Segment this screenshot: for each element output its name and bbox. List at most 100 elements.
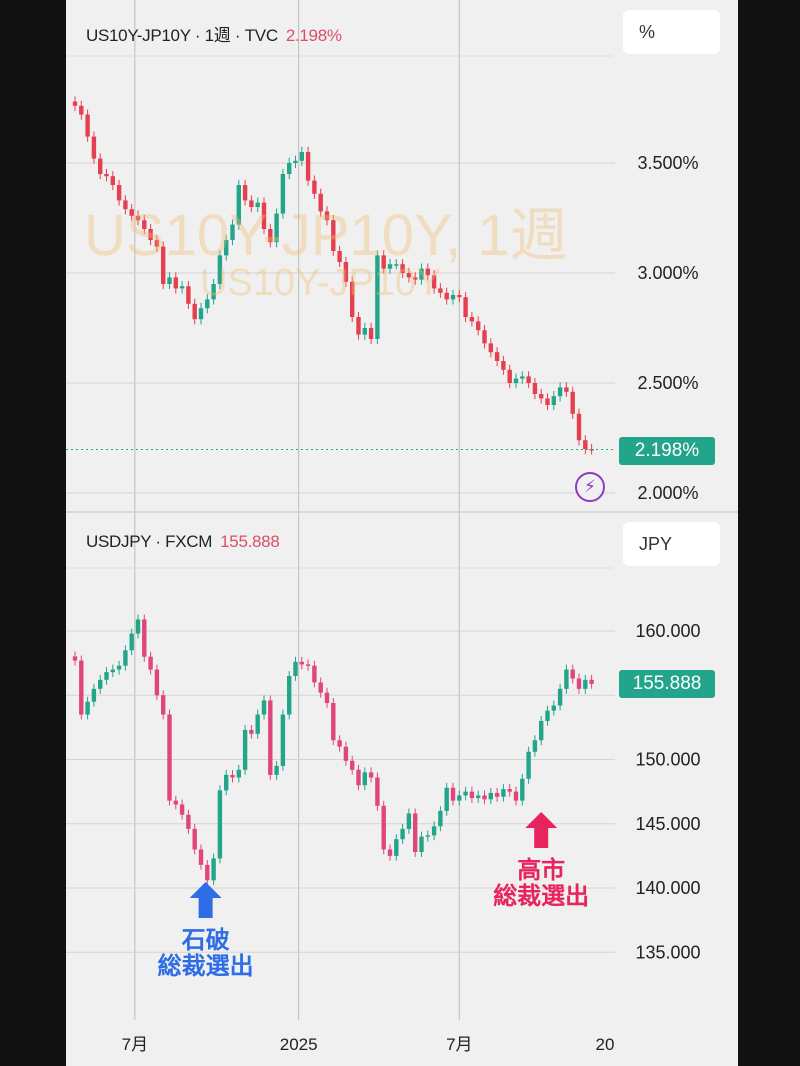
bottom-candle-body — [299, 661, 304, 665]
top-last-price-tag: 2.198% — [619, 437, 715, 465]
top-candle-body — [375, 255, 380, 339]
bottom-candle-body — [457, 795, 462, 801]
top-candle-body — [400, 264, 405, 273]
top-candle-body — [583, 440, 588, 449]
bottom-candle-body — [129, 633, 134, 651]
top-candle-body — [331, 220, 336, 251]
top-candle-body — [488, 343, 493, 353]
top-candle-body — [249, 200, 254, 207]
bottom-candle-body — [110, 669, 115, 673]
bottom-candle-body — [551, 705, 556, 711]
top-candle-body — [242, 185, 248, 201]
bottom-candle-body — [142, 619, 147, 657]
bottom-unit-button[interactable]: JPY — [623, 522, 720, 566]
top-candle-body — [494, 352, 500, 361]
top-candle-body — [148, 229, 153, 240]
bottom-candle-body — [545, 710, 550, 721]
top-candle-body — [394, 264, 399, 266]
top-candle-body — [513, 378, 519, 383]
bottom-candle-body — [230, 774, 235, 778]
bottom-candle-body — [444, 787, 449, 811]
bottom-candle-body — [217, 790, 223, 859]
bottom-candle-body — [173, 800, 178, 805]
bottom-candle-body — [387, 849, 393, 856]
top-symbol-header[interactable]: US10Y-JP10Y · 1週 · TVC 2.198% — [86, 21, 342, 46]
arrow-up-icon — [525, 812, 558, 848]
top-candle-body — [545, 398, 550, 405]
top-candle-body — [293, 160, 298, 163]
top-candle-body — [576, 413, 582, 441]
top-candle-body — [431, 275, 437, 289]
bottom-candle-body — [381, 805, 386, 850]
bottom-candle-body — [274, 765, 279, 775]
lightning-bolt-icon[interactable]: ⚡ — [575, 472, 605, 502]
top-candle-body — [261, 202, 267, 229]
top-candle-body — [123, 200, 128, 210]
bottom-last-price-tag: 155.888 — [619, 670, 715, 698]
bottom-candle-body — [305, 664, 311, 666]
bottom-candle-body — [179, 804, 185, 815]
top-unit-button[interactable]: % — [623, 10, 720, 54]
bottom-candle-body — [280, 714, 286, 766]
top-candle-body — [507, 369, 512, 383]
bottom-price-tick: 160.000 — [635, 621, 700, 641]
bottom-candle-body — [211, 858, 216, 881]
bottom-candle-body — [526, 751, 531, 779]
top-candle-body — [350, 281, 355, 317]
bottom-candle-body — [135, 619, 141, 634]
top-candle-body — [526, 376, 531, 383]
bottom-symbol-header[interactable]: USDJPY · FXCM 155.888 — [86, 532, 280, 552]
bottom-price-tick: 140.000 — [635, 878, 700, 898]
bottom-candle-body — [425, 835, 430, 837]
bottom-candle-body — [104, 672, 109, 680]
top-symbol-title: US10Y-JP10Y · 1週 · TVC — [86, 26, 278, 45]
bottom-candle-body — [268, 700, 273, 775]
top-candle-body — [217, 255, 223, 284]
bottom-candle-body — [583, 679, 588, 689]
bottom-price-tick: 145.000 — [635, 814, 700, 834]
time-axis-label: 20 — [596, 1035, 615, 1054]
bottom-candle-body — [236, 769, 241, 778]
top-candle-body — [368, 328, 374, 339]
top-candle-body — [186, 286, 191, 304]
top-candle-body — [299, 152, 304, 161]
bottom-candle-body — [161, 695, 166, 715]
top-candle-body — [98, 158, 103, 174]
annotation-ishiba-line2: 総裁選出 — [157, 953, 254, 980]
bottom-candle-body — [507, 789, 512, 792]
top-candle-body — [387, 264, 393, 269]
bottom-candle-body — [331, 702, 336, 741]
top-price-tick: 3.000% — [637, 263, 698, 283]
top-candle-body — [539, 394, 544, 399]
top-candle-body — [230, 224, 235, 240]
bottom-candle-body — [482, 795, 487, 800]
time-axis-label: 7月 — [122, 1035, 148, 1054]
bottom-candle-body — [192, 828, 197, 850]
top-candle-body — [312, 180, 317, 194]
bottom-candle-body — [520, 778, 525, 801]
top-candle-body — [564, 387, 569, 392]
top-last-value: 2.198% — [285, 26, 342, 45]
bottom-symbol-title: USDJPY · FXCM — [86, 532, 213, 551]
top-candle-body — [198, 308, 204, 320]
bottom-candle-body — [431, 826, 437, 836]
top-candle-body — [142, 220, 147, 229]
top-candle-body — [129, 209, 134, 216]
top-candle-body — [280, 174, 286, 214]
bottom-candle-body — [287, 675, 292, 715]
top-candle-body — [406, 273, 412, 278]
bottom-candle-body — [494, 792, 500, 797]
bottom-candle-body — [205, 864, 210, 881]
top-candle-body — [79, 105, 84, 115]
bottom-candle-body — [186, 814, 191, 829]
bottom-candle-body — [255, 714, 260, 734]
top-candle-body — [463, 297, 468, 317]
top-candle-body — [457, 295, 462, 298]
bottom-candle-body — [589, 679, 594, 684]
bottom-candle-body — [261, 700, 267, 715]
bottom-candle-body — [362, 772, 367, 786]
top-candle-body — [557, 387, 563, 397]
top-candle-body — [343, 262, 349, 282]
top-candle-body — [236, 185, 241, 225]
